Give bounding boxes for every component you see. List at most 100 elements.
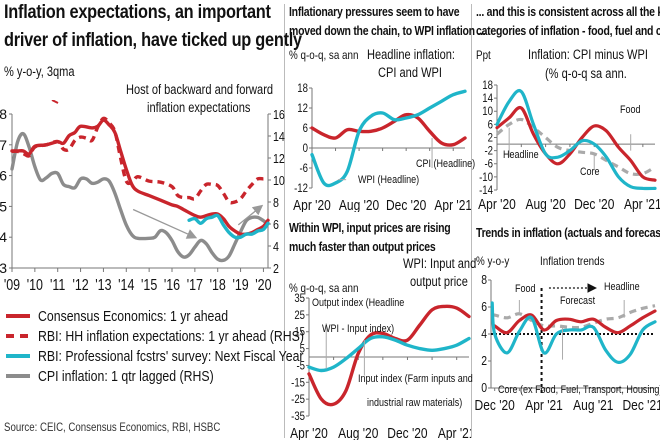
x-tick-label: Dec '21	[623, 397, 660, 414]
x-tick-label: Aug '21	[573, 397, 613, 414]
panel-separator	[284, 4, 285, 438]
legend-item-rbi-pro: RBI: Professional fcstrs' survey: Next F…	[6, 346, 362, 366]
y-tick-label: 14	[482, 92, 493, 105]
annotation-arrow-up	[237, 204, 264, 226]
y-tick-label: 0	[303, 142, 308, 155]
series-line-headline	[495, 89, 657, 191]
expectations-chart: 3 4 5 6 7 8 2 4 6 8 10 12 14 16 '09 '10 '11 '12 '13 '14 '15 '…	[0, 100, 285, 295]
y-tick-label-right: 4	[273, 239, 279, 254]
legend-swatch-red-dashed	[6, 334, 30, 338]
panel1-title-line2: driver of inflation, have ticked up gent…	[4, 30, 302, 51]
y-tick-label-left: 5	[0, 198, 7, 214]
panel1-title-line1: Inflation expectations, an important	[4, 2, 271, 23]
y-tick-label-right: 6	[273, 217, 279, 232]
label-core: Core	[580, 166, 600, 178]
x-tick-label: Apr '20	[478, 196, 516, 213]
y-tick-label: -35	[291, 410, 305, 423]
panel2-inner-title-line2: CPI and WPI	[378, 65, 442, 80]
y-tick-label: 2	[481, 354, 487, 368]
legend-item-rbi-hh: RBI: HH inflation expectations: 1 yr ahe…	[6, 326, 362, 346]
y-tick-label: 8	[481, 273, 487, 287]
panel4-inner-title-line2: (% q-o-q sa ann.	[545, 66, 627, 81]
x-tick-label: '09	[4, 277, 20, 295]
series-line-headline	[493, 309, 657, 335]
y-tick-label-left: 6	[0, 168, 7, 184]
legend-item-cpi: CPI inflation: 1 qtr lagged (RHS)	[6, 366, 362, 386]
x-tick-label: '10	[27, 277, 43, 295]
x-tick-label: Apr '20	[293, 197, 331, 212]
y-tick-label-right: 8	[273, 195, 279, 210]
y-tick-label-right: 12	[273, 151, 285, 166]
y-tick-label-left: 7	[0, 137, 7, 153]
label-cpi-headline: CPI (Headline)	[416, 158, 476, 170]
y-tick-label-left: 3	[0, 260, 7, 276]
legend-label: RBI: Professional fcstrs' survey: Next F…	[38, 347, 304, 365]
x-tick-label: Dec '20	[475, 397, 516, 414]
y-tick-label-left: 8	[0, 106, 7, 122]
label-core: Core (ex Food, Fuel, Transport, Housing)	[498, 384, 660, 396]
y-tick-label-right: 14	[273, 129, 285, 144]
y-tick-label: 6	[303, 122, 308, 135]
x-tick-label: Dec '20	[386, 197, 427, 212]
series-line-cpi-inflation-1-qtr-lagged-rhs	[10, 131, 270, 263]
x-tick-label: '12	[72, 277, 88, 295]
series-line-cpi-headline	[310, 112, 467, 147]
panel3-inner-title-line2: output price	[410, 274, 468, 289]
x-tick-label: Apr '21	[525, 397, 563, 414]
x-tick-label: '18	[210, 277, 226, 295]
legend-swatch-teal-solid	[6, 354, 30, 358]
y-tick-label: 18	[297, 82, 308, 95]
legend-item-consensus: Consensus Economics: 1 yr ahead	[6, 306, 362, 326]
panel2-unit: % q-o-q, sa ann	[289, 48, 359, 62]
annotation-arrow-down	[132, 208, 198, 239]
label-food: Food	[515, 283, 536, 295]
label-input-index-line2: industrial raw materials)	[367, 397, 463, 409]
panel2-title-line2: moved down the chain, to WPI inflation .…	[289, 24, 486, 38]
panel4-title-line1: ... and this is consistent across all th…	[476, 5, 660, 19]
panel1-annotation-line2: inflation expectations	[147, 100, 251, 115]
y-tick-label: 6	[481, 300, 487, 314]
y-tick-label: 4	[481, 327, 487, 341]
x-tick-label: '16	[164, 277, 180, 295]
y-tick-label: 5	[300, 343, 305, 356]
panel1-annotation-line1: Host of backward and forward	[126, 82, 274, 97]
y-tick-label: -10	[479, 171, 493, 184]
x-tick-label: '11	[50, 277, 65, 295]
y-tick-label: -5	[296, 359, 305, 372]
panel-separator	[471, 4, 472, 438]
x-tick-label: '19	[232, 277, 248, 295]
y-tick-label: -12	[294, 182, 308, 195]
label-headline: Headline	[604, 281, 640, 293]
x-tick-label: Dec '20	[387, 425, 428, 440]
y-tick-label-right: 2	[273, 261, 279, 276]
x-tick-label: '14	[118, 277, 134, 295]
y-tick-label: 10	[482, 105, 493, 118]
x-tick-label: '20	[255, 277, 271, 295]
red-mark	[51, 100, 59, 104]
panel4-inner-title-line1: Inflation: CPI minus WPI	[528, 47, 648, 62]
wpi-input-output-chart: -35 -25 -15 -5 5 15 25 35 Apr '20 Aug '20 Dec '20 A…	[290, 292, 471, 440]
series-line-rbi-professional-fcstrs-survey-next-fiscal-year	[187, 213, 270, 240]
series-line-output-index-headline-wpi-input-index	[307, 334, 471, 373]
legend-swatch-red-solid	[6, 314, 30, 318]
label-input-index-line1: Input index (Farm inputs and	[358, 373, 473, 385]
legend-label: RBI: HH inflation expectations: 1 yr ahe…	[38, 327, 304, 345]
series-line-food	[490, 301, 657, 364]
y-tick-label: -2	[484, 145, 493, 158]
series-line-input-index-farm-inputs-and-industrial-raw-materials	[307, 304, 471, 407]
inflation-trends-chart: 0 2 4 6 8 Dec '20 Apr '21 Aug '21 Dec '21	[475, 273, 660, 414]
x-tick-label: '15	[141, 277, 157, 295]
y-tick-label: 15	[294, 326, 305, 339]
y-tick-label-left: 4	[0, 229, 7, 245]
x-tick-label: Aug '20	[525, 196, 566, 213]
panel5-inner-title: Inflation trends	[540, 254, 605, 268]
panel2-inner-title-line1: Headline inflation:	[367, 47, 456, 62]
label-output-index-line2: WPI - Input index)	[322, 323, 395, 335]
y-tick-label-right: 16	[273, 107, 285, 122]
panel3-title-line1: Within WPI, input prices are rising	[289, 221, 451, 235]
label-wpi-headline: WPI (Headline)	[358, 174, 420, 186]
legend-label: Consensus Economics: 1 yr ahead	[38, 307, 229, 325]
label-food: Food	[620, 104, 641, 116]
y-tick-label: 35	[294, 292, 305, 305]
